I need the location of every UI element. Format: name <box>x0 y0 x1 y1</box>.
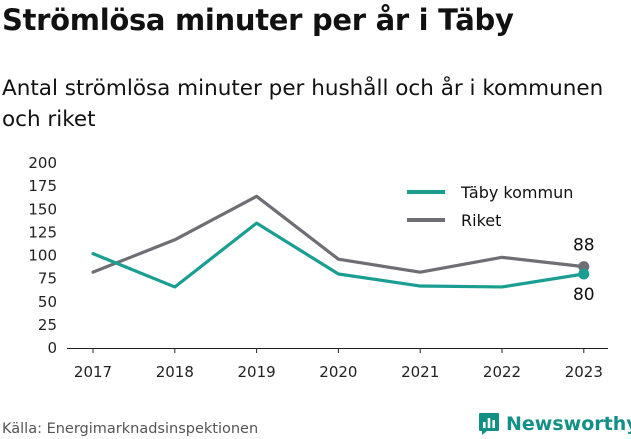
x-tick-label: 2018 <box>156 363 194 381</box>
end-label-taby-kommun: 80 <box>573 285 595 305</box>
legend-box <box>399 178 595 234</box>
legend-label: Riket <box>461 211 501 230</box>
y-tick-label: 50 <box>38 293 57 311</box>
brand-name: Newsworthy <box>506 413 631 435</box>
x-tick-label: 2021 <box>401 363 439 381</box>
x-axis: 2017 2018 2019 2020 2021 2022 2023 <box>67 348 608 381</box>
x-tick-label: 2019 <box>238 363 276 381</box>
y-tick-label: 0 <box>47 339 57 357</box>
source-note: Källa: Energimarknadsinspektionen <box>2 421 259 437</box>
bar-chart-icon <box>479 413 499 435</box>
x-tick-label: 2020 <box>319 363 357 381</box>
series-layer <box>91 194 590 289</box>
chart-title: Strömlösa minuter per år i Täby <box>2 3 514 37</box>
series-line-taby-kommun <box>91 221 586 289</box>
y-tick-label: 125 <box>28 223 57 241</box>
x-tick-label: 2017 <box>74 363 112 381</box>
end-labels: 88 80 <box>573 236 595 305</box>
y-tick-label: 75 <box>38 270 57 288</box>
x-tick-label: 2023 <box>565 363 603 381</box>
y-tick-label: 100 <box>28 247 57 265</box>
y-tick-label: 175 <box>28 177 57 195</box>
y-tick-label: 200 <box>28 154 57 172</box>
x-tick-label: 2022 <box>483 363 521 381</box>
brand-logo[interactable]: Newsworthy <box>478 411 631 437</box>
y-tick-label: 25 <box>38 316 57 334</box>
legend: Täby kommun Riket <box>399 178 595 234</box>
y-tick-label: 150 <box>28 200 57 218</box>
chart-subtitle: Antal strömlösa minuter per hushåll och … <box>2 76 604 132</box>
series-line-riket <box>91 194 586 274</box>
y-axis: 0 25 50 75 100 125 150 175 200 <box>28 154 57 357</box>
legend-label: Täby kommun <box>460 183 573 202</box>
end-label-riket: 88 <box>573 236 595 256</box>
end-point-taby-kommun <box>578 268 590 280</box>
